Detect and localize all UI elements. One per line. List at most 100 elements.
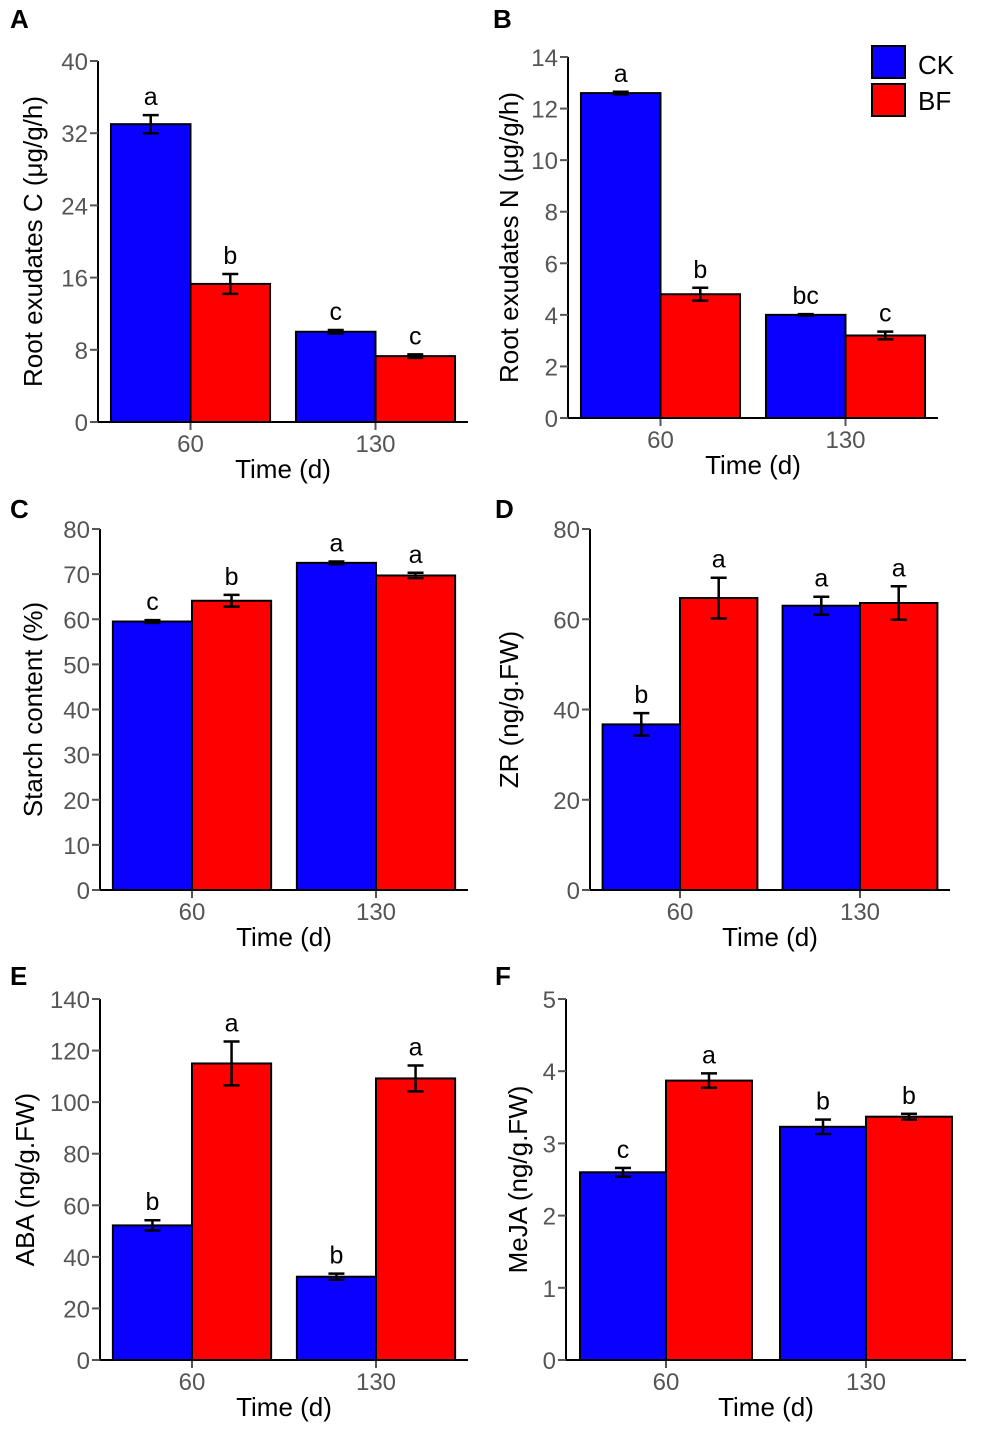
- y-tick-label-b-5: 10: [531, 148, 558, 175]
- x-tick-label-a-0: 60: [177, 431, 204, 458]
- y-tick-label-c-7: 70: [63, 562, 90, 589]
- y-tick-label-f-1: 1: [543, 1276, 556, 1303]
- x-tick-label-d-1: 130: [840, 899, 880, 926]
- bar-e-bf-60: [191, 1062, 273, 1361]
- y-tick-label-c-3: 30: [63, 743, 90, 770]
- legend-label-bf: BF: [918, 86, 951, 116]
- bar-c-bf-130: [375, 574, 457, 891]
- y-axis-title-b: Root exudates N (μg/g/h): [494, 92, 524, 383]
- y-tick-label-f-4: 4: [543, 1059, 556, 1086]
- bar-a-bf-60: [189, 282, 272, 424]
- x-tick-label-c-0: 60: [179, 899, 206, 926]
- y-tick-label-a-4: 32: [61, 121, 88, 148]
- sig-label-b-ck-130: bc: [793, 282, 819, 310]
- x-axis-title-f: Time (d): [718, 1392, 814, 1422]
- bar-e-bf-130: [375, 1077, 457, 1362]
- y-tick-label-c-5: 50: [63, 652, 90, 679]
- y-tick-label-d-0: 0: [567, 878, 580, 905]
- y-tick-label-b-7: 14: [531, 45, 558, 72]
- sig-label-b-bf-60: b: [693, 256, 707, 284]
- bar-d-ck-130: [781, 604, 861, 892]
- panel-letter-d: D: [495, 494, 514, 524]
- sig-label-d-bf-60: a: [712, 546, 726, 574]
- sig-label-b-ck-60: a: [614, 60, 628, 88]
- panel-letter-e: E: [10, 961, 27, 991]
- sig-label-a-ck-130: c: [329, 298, 342, 326]
- x-axis-title-e: Time (d): [236, 1392, 332, 1422]
- y-tick-label-e-2: 40: [63, 1245, 90, 1272]
- panel-c: C 0 10 20 30 40 50 60 70 80 60 c b 130 a a Time (d) Starc…: [10, 494, 468, 952]
- y-tick-label-c-1: 10: [63, 833, 90, 860]
- bar-a-bf-130: [374, 355, 457, 423]
- sig-label-c-bf-60: b: [225, 563, 239, 591]
- bar-b-bf-60: [659, 293, 742, 420]
- y-tick-label-c-8: 80: [63, 517, 90, 544]
- x-tick-label-c-1: 130: [356, 899, 396, 926]
- y-tick-label-a-2: 16: [61, 266, 88, 293]
- sig-label-d-ck-60: b: [634, 681, 648, 709]
- legend-label-ck: CK: [918, 50, 955, 80]
- x-axis-title-b: Time (d): [705, 450, 801, 480]
- bar-b-ck-130: [764, 313, 847, 420]
- panel-letter-b: B: [493, 4, 512, 34]
- y-axis-title-d: ZR (ng/g.FW): [494, 631, 524, 788]
- panel-d: D 0 20 40 60 80 60 b a 130 a a Time (d) ZR (ng/g.FW): [494, 494, 950, 952]
- y-tick-label-c-2: 20: [63, 788, 90, 815]
- y-tick-label-d-4: 80: [553, 517, 580, 544]
- y-tick-label-d-3: 60: [553, 607, 580, 634]
- y-axis-title-e: ABA (ng/g.FW): [10, 1093, 40, 1266]
- y-tick-label-a-3: 24: [61, 193, 88, 220]
- sig-label-f-bf-60: a: [702, 1041, 716, 1069]
- sig-label-a-bf-60: b: [223, 242, 237, 270]
- y-tick-label-f-2: 2: [543, 1204, 556, 1231]
- sig-label-e-bf-60: a: [225, 1010, 239, 1038]
- y-tick-label-d-2: 40: [553, 698, 580, 725]
- bar-b-bf-130: [844, 334, 927, 419]
- sig-label-f-ck-60: c: [617, 1136, 630, 1164]
- x-axis-title-a: Time (d): [235, 454, 331, 484]
- sig-label-c-bf-130: a: [409, 541, 423, 569]
- bar-c-bf-60: [191, 599, 273, 892]
- y-tick-label-f-5: 5: [543, 987, 556, 1014]
- y-tick-label-e-6: 120: [50, 1039, 90, 1066]
- bar-c-ck-60: [111, 620, 193, 891]
- y-tick-label-d-1: 20: [553, 788, 580, 815]
- y-axis-title-f: MeJA (ng/g.FW): [503, 1086, 533, 1274]
- sig-label-f-bf-130: b: [902, 1082, 916, 1110]
- panel-letter-a: A: [10, 4, 29, 34]
- sig-label-f-ck-130: b: [816, 1088, 830, 1116]
- x-axis-title-d: Time (d): [722, 922, 818, 952]
- panel-letter-c: C: [10, 494, 29, 524]
- bar-f-ck-130: [779, 1125, 867, 1361]
- bar-a-ck-60: [109, 123, 192, 424]
- sig-label-c-ck-130: a: [329, 529, 343, 557]
- y-tick-label-b-6: 12: [531, 97, 558, 124]
- y-tick-label-e-5: 100: [50, 1090, 90, 1117]
- bar-c-ck-130: [295, 561, 378, 891]
- y-tick-label-a-1: 8: [75, 338, 88, 365]
- x-tick-label-e-1: 130: [356, 1369, 396, 1396]
- y-tick-label-f-3: 3: [543, 1131, 556, 1158]
- x-tick-label-a-1: 130: [355, 431, 395, 458]
- sig-label-e-bf-130: a: [409, 1034, 423, 1062]
- x-tick-label-f-1: 130: [846, 1369, 886, 1396]
- y-tick-label-b-2: 4: [545, 303, 558, 330]
- y-tick-label-e-3: 60: [63, 1193, 90, 1220]
- bar-b-ck-60: [579, 92, 662, 419]
- legend: CK BF: [871, 45, 955, 117]
- y-tick-label-b-4: 8: [545, 200, 558, 227]
- y-tick-label-a-0: 0: [75, 410, 88, 437]
- y-tick-label-b-0: 0: [545, 406, 558, 433]
- y-tick-label-e-1: 20: [63, 1296, 90, 1323]
- sig-label-d-bf-130: a: [892, 554, 906, 582]
- bar-f-ck-60: [579, 1171, 667, 1362]
- y-tick-label-e-4: 80: [63, 1142, 90, 1169]
- x-tick-label-e-0: 60: [179, 1369, 206, 1396]
- panel-e: E 0 20 40 60 80 100 120 140 60 b a 130 b a Time (d) ABA …: [10, 961, 468, 1422]
- panel-letter-f: F: [495, 961, 511, 991]
- y-tick-label-b-3: 6: [545, 251, 558, 278]
- legend-swatch-ck: [871, 45, 906, 79]
- y-tick-label-c-4: 40: [63, 698, 90, 725]
- bar-d-bf-60: [679, 597, 759, 891]
